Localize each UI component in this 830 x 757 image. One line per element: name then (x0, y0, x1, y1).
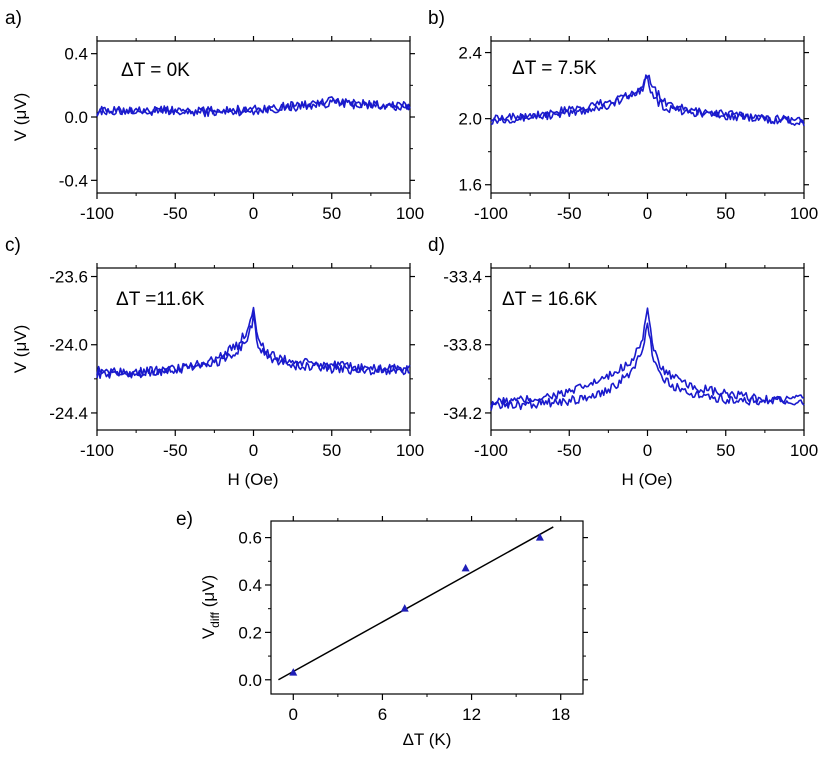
y-tick-label: -33.8 (443, 336, 482, 355)
x-tick-label: 50 (322, 441, 341, 460)
y-tick-label: -24.4 (49, 404, 88, 423)
x-axis-label: H (Oe) (228, 470, 279, 489)
x-tick-label: 0 (643, 204, 652, 223)
annotation: ΔT = 16.6K (502, 289, 598, 310)
y-tick-label: -0.4 (59, 171, 88, 190)
x-tick-label: 6 (378, 705, 387, 724)
y-tick-label: -33.4 (443, 268, 482, 287)
x-tick-label: -100 (474, 441, 508, 460)
x-tick-label: 100 (790, 441, 818, 460)
y-label-subscript: diff (208, 611, 222, 627)
y-tick-label: -34.2 (443, 404, 482, 423)
panel-d: d) ΔT = 16.6K H (Oe) -100 -50 0 50 100 -34.2… (428, 235, 818, 489)
plot-frame (270, 520, 584, 695)
x-ticks: -100 -50 0 50 100 (80, 263, 424, 460)
x-tick-label: 0 (249, 204, 258, 223)
x-tick-label: 100 (790, 204, 818, 223)
y-tick-label: 0.4 (64, 45, 88, 64)
x-tick-label: 0 (249, 441, 258, 460)
y-axis-label: Vdiff (μV) (199, 575, 222, 639)
x-tick-label: -100 (474, 204, 508, 223)
panel-label: b) (428, 8, 445, 29)
y-tick-label: 0.2 (238, 623, 262, 642)
x-tick-label: -50 (557, 204, 582, 223)
x-tick-label: 50 (322, 204, 341, 223)
y-ticks: 0.0 0.2 0.4 0.6 (238, 529, 588, 690)
series-line (96, 97, 411, 118)
y-tick-label: 0.4 (238, 576, 262, 595)
panel-label: c) (5, 235, 21, 256)
plot-data (278, 526, 554, 681)
y-axis-label: V (μV) (11, 93, 30, 142)
x-tick-label: 100 (396, 441, 424, 460)
y-label-unit: (μV) (199, 575, 218, 607)
y-axis-label-text: V (μV) (11, 325, 30, 374)
panel-a: a) ΔT = 0K V (μV) -100 -50 0 50 100 -0.4 0.0 0… (5, 8, 424, 223)
panel-e: e) Vdiff (μV) ΔT (K) 0 6 12 18 0.0 0.2 0.4 0.6 (176, 509, 588, 749)
y-tick-label: 2.0 (458, 110, 482, 129)
annotation: ΔT = 7.5K (512, 58, 597, 79)
y-ticks: -0.4 0.0 0.4 (59, 45, 415, 190)
series-line (96, 96, 411, 117)
plot-data (490, 307, 805, 411)
annotation: ΔT =11.6K (116, 289, 205, 310)
x-axis-label: ΔT (K) (403, 730, 452, 749)
data-point (289, 668, 298, 676)
panel-c: c) ΔT =11.6K V (μV) H (Oe) -100 -50 0 50 100… (5, 235, 424, 489)
x-tick-label: 0 (643, 441, 652, 460)
y-tick-label: -23.6 (49, 268, 88, 287)
plot-data (96, 306, 411, 379)
x-ticks: -100 -50 0 50 100 (474, 36, 818, 223)
y-tick-label: 1.6 (458, 176, 482, 195)
x-tick-label: 12 (462, 705, 481, 724)
y-tick-label: 2.4 (458, 44, 482, 63)
x-tick-label: 18 (551, 705, 570, 724)
x-tick-label: 50 (716, 441, 735, 460)
series-line (490, 322, 805, 411)
x-tick-label: 0 (289, 705, 298, 724)
x-tick-label: -100 (80, 204, 114, 223)
y-axis-label: V (μV) (11, 325, 30, 374)
x-tick-label: -50 (163, 204, 188, 223)
x-ticks: 0 6 12 18 (289, 516, 570, 724)
x-tick-label: 50 (716, 204, 735, 223)
data-point (535, 533, 544, 541)
y-tick-label: 0.0 (64, 108, 88, 127)
y-label-main: V (199, 627, 218, 639)
y-ticks: 1.6 2.0 2.4 (458, 44, 809, 195)
annotation: ΔT = 0K (121, 60, 190, 81)
panel-label: e) (176, 509, 193, 530)
plot-data (96, 96, 411, 118)
panel-b: b) ΔT = 7.5K -100 -50 0 50 100 1.6 2.0 2.4 (428, 8, 818, 223)
series-line (490, 75, 805, 124)
series-line (96, 312, 411, 378)
x-ticks: -100 -50 0 50 100 (80, 36, 424, 223)
y-axis-label-text: V (μV) (11, 93, 30, 142)
x-ticks: -100 -50 0 50 100 (474, 263, 818, 460)
x-tick-label: -50 (557, 441, 582, 460)
x-axis-label: H (Oe) (622, 470, 673, 489)
panel-label: a) (5, 8, 22, 29)
data-point (400, 604, 409, 612)
y-tick-label: 0.6 (238, 529, 262, 548)
y-tick-label: 0.0 (238, 671, 262, 690)
fit-line (278, 526, 554, 681)
y-tick-label: -24.0 (49, 336, 88, 355)
x-tick-label: 100 (396, 204, 424, 223)
panel-label: d) (428, 235, 445, 256)
x-tick-label: -50 (163, 441, 188, 460)
y-ticks: -34.2 -33.8 -33.4 (443, 268, 809, 423)
data-point (461, 563, 470, 572)
y-ticks: -24.4 -24.0 -23.6 (49, 268, 415, 423)
y-axis-label-text: Vdiff (μV) (199, 575, 222, 639)
x-tick-label: -100 (80, 441, 114, 460)
plot-data (490, 74, 805, 127)
